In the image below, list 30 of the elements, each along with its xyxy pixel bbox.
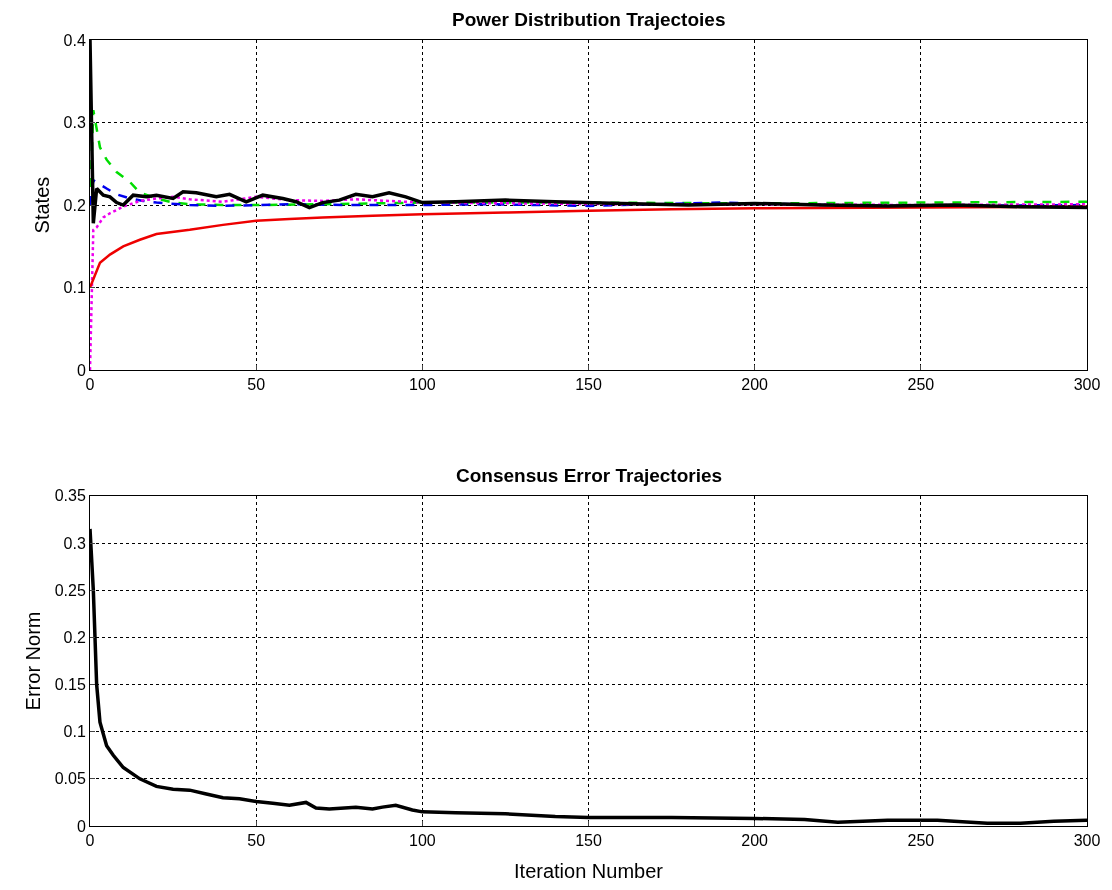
x-tick-label: 300 (1073, 832, 1101, 850)
x-tick-label: 300 (1073, 376, 1101, 394)
y-tick-label: 0.4 (63, 31, 86, 49)
y-tick-label: 0.15 (54, 676, 86, 694)
y-tick-label: 0.35 (54, 487, 86, 505)
y-tick-label: 0.3 (63, 114, 86, 132)
y-tick-label: 0 (76, 817, 86, 835)
x-tick-label: 150 (575, 376, 602, 394)
x-tick-label: 50 (247, 376, 266, 394)
x-tick-label: 50 (247, 832, 266, 850)
y-tick-label: 0 (76, 361, 86, 379)
y-tick-label: 0.2 (63, 628, 86, 646)
x-tick-label: 200 (741, 832, 769, 850)
y-tick-label: 0.05 (54, 770, 86, 788)
y-tick-label: 0.3 (63, 534, 86, 552)
x-tick-label: 250 (907, 832, 935, 850)
y-axis-title: Error Norm (22, 611, 45, 711)
y-axis-title: States (31, 176, 54, 234)
y-tick-label: 0.25 (54, 581, 86, 599)
chart-title: Power Distribution Trajectoies (452, 9, 726, 30)
x-tick-label: 100 (408, 376, 436, 394)
x-tick-label: 150 (575, 832, 602, 850)
chart-title: Consensus Error Trajectories (456, 465, 723, 486)
y-tick-label: 0.1 (63, 279, 86, 297)
x-tick-label: 100 (408, 832, 436, 850)
y-tick-label: 0.1 (63, 723, 86, 741)
x-tick-label: 200 (741, 376, 769, 394)
x-axis-title: Iteration Number (514, 859, 664, 882)
x-tick-label: 250 (907, 376, 935, 394)
y-tick-label: 0.2 (63, 196, 86, 214)
